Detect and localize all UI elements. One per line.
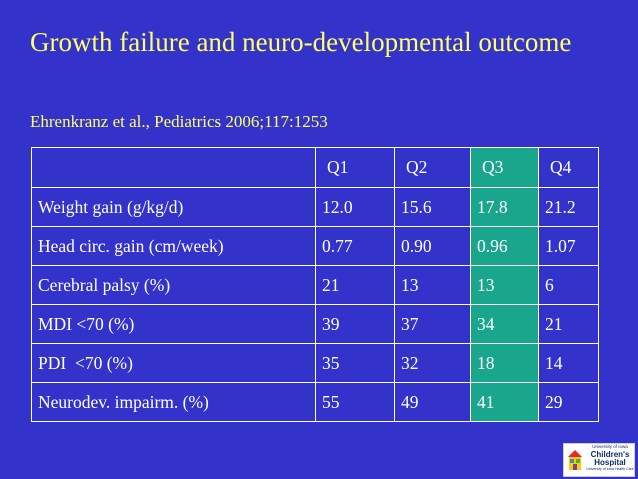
value-cell: 35 [315, 343, 395, 383]
value-cell: 0.90 [394, 226, 471, 266]
value-cell: 21 [315, 265, 395, 305]
logo-bottom-line: University of Iowa Health Care [586, 466, 634, 471]
row-label: Weight gain (g/kg/d) [31, 187, 316, 227]
value-cell: 17.8 [470, 187, 539, 227]
header-cell-q1: Q1 [315, 147, 395, 188]
logo-main-line-1: Children's [590, 449, 630, 459]
table-row: PDI <70 (%) 35 32 18 14 [31, 343, 599, 383]
table-row: MDI <70 (%) 39 37 34 21 [31, 304, 599, 344]
logo-wordmark: University of Iowa Children's Hospital U… [584, 444, 636, 471]
value-cell: 29 [538, 382, 599, 422]
value-cell: 13 [394, 265, 471, 305]
row-label: MDI <70 (%) [31, 304, 316, 344]
citation: Ehrenkranz et al., Pediatrics 2006;117:1… [30, 112, 328, 131]
value-cell: 34 [470, 304, 539, 344]
header-cell-q3: Q3 [470, 147, 539, 188]
value-cell: 0.77 [315, 226, 395, 266]
header-cell-q2: Q2 [394, 147, 471, 188]
value-cell: 0.96 [470, 226, 539, 266]
table-header-row: Q1 Q2 Q3 Q4 [31, 147, 599, 188]
house-logo-icon [568, 450, 582, 470]
value-cell: 13 [470, 265, 539, 305]
value-cell: 18 [470, 343, 539, 383]
childrens-hospital-logo: University of Iowa Children's Hospital U… [563, 443, 635, 477]
value-cell: 37 [394, 304, 471, 344]
value-cell: 39 [315, 304, 395, 344]
value-cell: 32 [394, 343, 471, 383]
value-cell: 6 [538, 265, 599, 305]
value-cell: 55 [315, 382, 395, 422]
value-cell: 12.0 [315, 187, 395, 227]
header-cell-q4: Q4 [538, 147, 599, 188]
table-row: Neurodev. impairm. (%) 55 49 41 29 [31, 382, 599, 422]
logo-main-line-2: Hospital [594, 457, 626, 467]
value-cell: 21 [538, 304, 599, 344]
value-cell: 14 [538, 343, 599, 383]
value-cell: 1.07 [538, 226, 599, 266]
value-cell: 41 [470, 382, 539, 422]
slide-title: Growth failure and neuro-developmental o… [30, 27, 572, 57]
value-cell: 15.6 [394, 187, 471, 227]
logo-top-line: University of Iowa [592, 444, 628, 449]
table-row: Weight gain (g/kg/d) 12.0 15.6 17.8 21.2 [31, 187, 599, 227]
row-label: PDI <70 (%) [31, 343, 316, 383]
table-row: Head circ. gain (cm/week) 0.77 0.90 0.96… [31, 226, 599, 266]
table-row: Cerebral palsy (%) 21 13 13 6 [31, 265, 599, 305]
value-cell: 21.2 [538, 187, 599, 227]
row-label: Neurodev. impairm. (%) [31, 382, 316, 422]
row-label: Cerebral palsy (%) [31, 265, 316, 305]
outcome-table: Q1 Q2 Q3 Q4 Weight gain (g/kg/d) 12.0 15… [31, 147, 599, 422]
header-cell [31, 147, 316, 188]
value-cell: 49 [394, 382, 471, 422]
row-label: Head circ. gain (cm/week) [31, 226, 316, 266]
